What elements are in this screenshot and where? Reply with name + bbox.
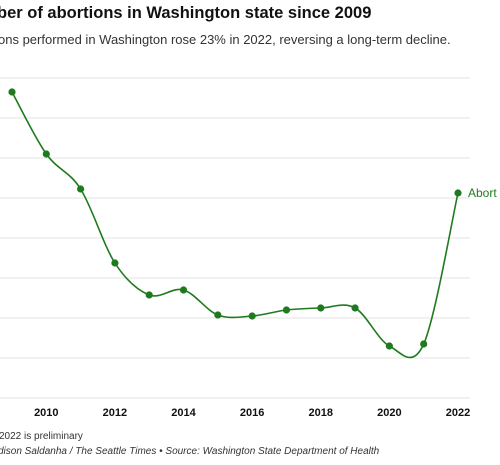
x-tick-label: 2012 (103, 407, 127, 419)
data-point (317, 304, 325, 312)
data-point (145, 291, 153, 299)
x-axis-ticks: 2010 2012 2014 2016 2018 2020 2022 (34, 407, 470, 419)
series-labels: Abort (468, 186, 497, 200)
data-point (282, 306, 291, 314)
data-point (77, 185, 85, 193)
x-tick-label: 2010 (34, 407, 58, 419)
data-point (111, 259, 119, 267)
gridlines (0, 77, 470, 399)
data-point (420, 340, 428, 348)
series-lines (11, 91, 459, 359)
chart-title: ber of abortions in Washington state sin… (0, 4, 372, 22)
data-point (351, 304, 359, 312)
x-tick-label: 2014 (171, 407, 196, 419)
data-points (8, 88, 462, 350)
data-point (454, 189, 462, 197)
data-point (179, 286, 188, 294)
series-end-label: Abort (468, 186, 497, 200)
series-line (11, 91, 459, 359)
data-point (248, 312, 256, 320)
data-point (385, 342, 393, 350)
x-tick-label: 2018 (309, 407, 333, 419)
data-point (214, 311, 222, 319)
source-credit: dison Saldanha / The Seattle Times • Sou… (0, 446, 380, 457)
x-tick-label: 2016 (240, 407, 264, 419)
x-tick-label: 2020 (377, 407, 401, 419)
footnote: 2022 is preliminary (0, 431, 83, 442)
data-point (42, 150, 50, 158)
x-tick-label: 2022 (446, 407, 470, 419)
chart-subtitle: ons performed in Washington rose 23% in … (0, 32, 451, 47)
data-point (8, 88, 16, 96)
